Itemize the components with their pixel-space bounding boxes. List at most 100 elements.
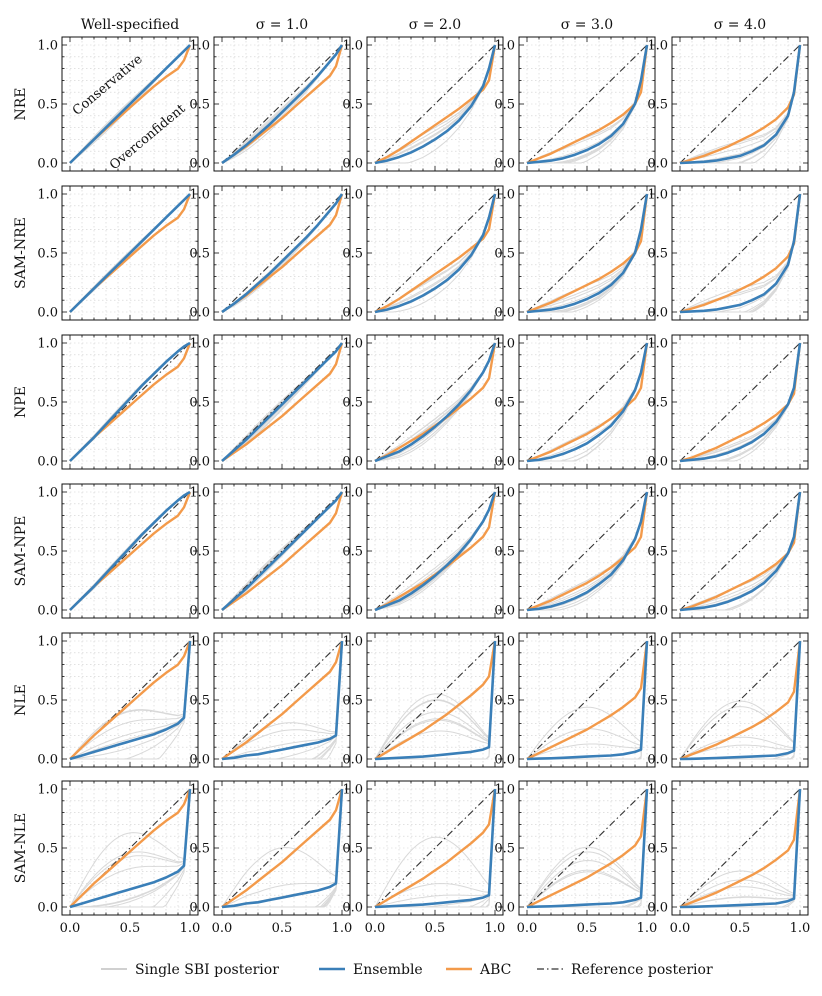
abc-line	[221, 342, 344, 462]
single-posterior-line	[375, 44, 496, 164]
single-posterior-line	[526, 788, 648, 908]
y-tick-label: 1.0	[189, 337, 210, 352]
y-tick-label: 0.0	[494, 157, 515, 172]
y-tick-label: 1.0	[189, 39, 210, 54]
column-title: Well-specified	[81, 17, 180, 33]
y-tick-label: 1.0	[342, 783, 363, 798]
single-posterior-line	[374, 640, 496, 760]
x-tick-label: 1.0	[485, 921, 506, 936]
y-tick-label: 0.5	[342, 842, 363, 857]
x-tick-label: 0.0	[517, 921, 538, 936]
panel: 0.0 0.5 1.0	[647, 483, 809, 619]
y-tick-label: 1.0	[37, 486, 58, 501]
ensemble-line	[374, 491, 497, 612]
y-tick-label: 0.0	[37, 157, 58, 172]
y-tick-label: 0.0	[342, 753, 363, 768]
y-tick-label: 0.5	[342, 98, 363, 113]
ensemble-line	[374, 342, 497, 463]
y-tick-label: 1.0	[647, 337, 668, 352]
y-tick-label: 0.5	[342, 247, 363, 262]
single-posterior-line	[679, 640, 801, 760]
x-tick-label: 0.0	[670, 921, 691, 936]
ensemble-line	[679, 491, 802, 612]
panel: 0.0 0.5 1.0	[37, 334, 199, 470]
single-posterior-line	[680, 342, 801, 462]
abc-line	[679, 44, 802, 165]
single-posterior-line	[222, 640, 343, 760]
row-label: SAM-NPE	[13, 516, 29, 587]
ensemble-line	[679, 193, 802, 314]
y-tick-label: 0.5	[37, 247, 58, 262]
abc-line	[679, 788, 802, 909]
y-tick-label: 0.5	[37, 98, 58, 113]
single-posterior-line	[679, 44, 801, 164]
ensemble-line	[374, 193, 497, 314]
ensemble-line	[69, 341, 191, 462]
x-tick-label: 0.5	[120, 921, 141, 936]
abc-line	[679, 640, 802, 761]
panel-grid: 0.00.51.00.00.51.00.00.51.00.00.51.00.00…	[37, 36, 810, 936]
y-tick-label: 0.5	[494, 694, 515, 709]
y-tick-label: 0.0	[494, 901, 515, 916]
y-tick-label: 1.0	[647, 783, 668, 798]
y-tick-label: 0.0	[189, 753, 210, 768]
ensemble-line	[221, 44, 344, 165]
y-tick-label: 1.0	[494, 39, 515, 54]
ensemble-line	[679, 640, 802, 761]
ensemble-line	[526, 640, 649, 761]
ensemble-line	[69, 490, 191, 611]
single-posterior-line	[222, 788, 343, 908]
y-tick-label: 0.5	[342, 545, 363, 560]
y-tick-label: 1.0	[342, 337, 363, 352]
ensemble-line	[679, 44, 802, 165]
ensemble-line	[374, 640, 497, 761]
y-tick-label: 0.5	[494, 545, 515, 560]
y-tick-label: 0.0	[189, 157, 210, 172]
ensemble-line	[69, 640, 192, 761]
y-tick-label: 1.0	[342, 188, 363, 203]
ensemble-line	[526, 193, 649, 314]
y-tick-label: 0.5	[37, 545, 58, 560]
single-posterior-line	[69, 788, 191, 908]
abc-line	[69, 640, 192, 760]
y-tick-label: 0.0	[342, 455, 363, 470]
x-tick-label: 1.0	[180, 921, 201, 936]
y-tick-label: 0.5	[647, 842, 668, 857]
single-posterior-line	[221, 788, 343, 908]
y-tick-label: 0.5	[647, 396, 668, 411]
legend-label: Ensemble	[353, 962, 423, 978]
single-posterior-line	[526, 640, 648, 760]
abc-line	[374, 640, 497, 761]
single-posterior-line	[70, 640, 191, 760]
row-label: NRE	[13, 87, 29, 120]
y-tick-label: 1.0	[494, 635, 515, 650]
panel: 0.0 0.5 1.0	[494, 632, 656, 768]
abc-line	[526, 640, 649, 761]
row-label: SAM-NRE	[13, 217, 29, 289]
y-tick-label: 0.0	[37, 753, 58, 768]
y-tick-label: 0.5	[189, 545, 210, 560]
single-posterior-line	[69, 788, 191, 908]
abc-line	[221, 640, 344, 760]
panel: 0.0 0.5 1.0	[342, 185, 504, 321]
y-tick-label: 0.0	[647, 306, 668, 321]
single-posterior-line	[69, 640, 191, 760]
y-tick-label: 0.5	[342, 396, 363, 411]
panel: 0.0 0.5 1.0	[342, 483, 504, 619]
y-tick-label: 0.5	[189, 396, 210, 411]
single-posterior-line	[526, 788, 648, 908]
ensemble-line	[69, 788, 192, 909]
panel: 0.0 0.5 1.0	[647, 334, 809, 470]
ensemble-line	[221, 342, 344, 462]
column-title: σ = 2.0	[409, 17, 461, 33]
ensemble-line	[679, 342, 802, 463]
y-tick-label: 1.0	[647, 39, 668, 54]
y-tick-label: 0.0	[494, 306, 515, 321]
y-tick-label: 1.0	[494, 783, 515, 798]
row-label: SAM-NLE	[13, 813, 29, 884]
column-title: σ = 4.0	[714, 17, 766, 33]
panel: 0.0 0.5 1.0 0.0 0.5 1.0	[494, 780, 657, 936]
panel: 0.0 0.5 1.0	[189, 185, 351, 321]
y-tick-label: 0.0	[189, 455, 210, 470]
